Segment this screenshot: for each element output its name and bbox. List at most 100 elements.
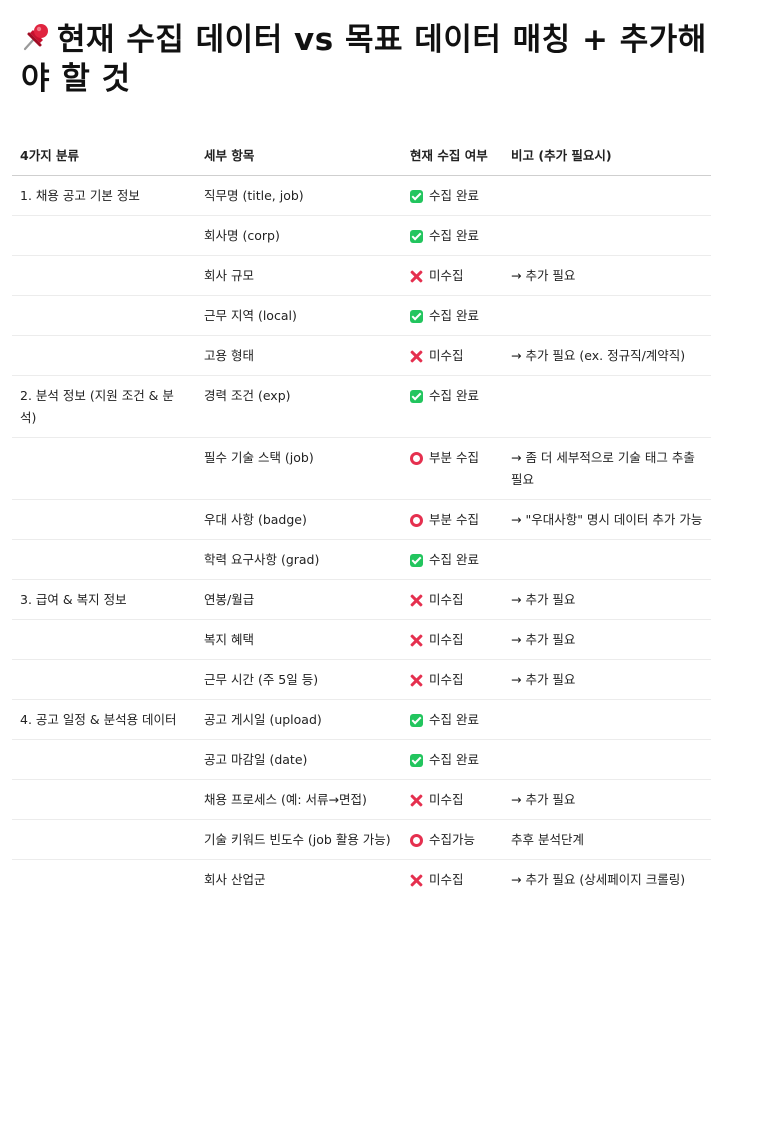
cell-item: 회사 규모 [196,255,402,296]
hollow-circle-icon [410,452,423,465]
status-indicator: 미수집 [410,629,495,651]
status-indicator: 미수집 [410,869,495,891]
cell-status: 미수집 [402,335,503,376]
cell-note: → "우대사항" 명시 데이터 추가 가능 [503,499,711,540]
status-indicator: 수집 완료 [410,225,495,247]
table-row: 2. 분석 정보 (지원 조건 & 분석) 경력 조건 (exp) 수집 완료 [12,375,711,438]
cell-status: 수집 완료 [402,539,503,580]
cell-category [12,779,196,820]
hollow-circle-icon [410,834,423,847]
status-indicator: 수집 완료 [410,185,495,207]
cell-note: → 좀 더 세부적으로 기술 태그 추출 필요 [503,437,711,500]
cell-status: 부분 수집 [402,437,503,500]
cell-category [12,739,196,780]
cell-status: 미수집 [402,659,503,700]
status-indicator: 부분 수집 [410,447,495,469]
check-mark-icon [410,190,423,203]
cell-category: 2. 분석 정보 (지원 조건 & 분석) [12,375,196,438]
status-indicator: 수집 완료 [410,305,495,327]
table-row: 복지 혜택 미수집 → 추가 필요 [12,619,711,660]
status-indicator: 미수집 [410,669,495,691]
header-status: 현재 수집 여부 [402,139,503,176]
cell-item: 고용 형태 [196,335,402,376]
pushpin-icon [21,22,51,61]
cell-status: 수집 완료 [402,215,503,256]
cell-status: 미수집 [402,255,503,296]
cell-note: → 추가 필요 [503,255,711,296]
table-row: 고용 형태 미수집 → 추가 필요 (ex. 정규직/계약직) [12,335,711,376]
cell-item: 연봉/월급 [196,579,402,620]
table-row: 회사명 (corp) 수집 완료 [12,215,711,256]
status-indicator: 미수집 [410,265,495,287]
table-row: 회사 산업군 미수집 → 추가 필요 (상세페이지 크롤링) [12,860,711,900]
status-indicator: 미수집 [410,789,495,811]
cell-note: 추후 분석단계 [503,819,711,860]
table-row: 회사 규모 미수집 → 추가 필요 [12,255,711,296]
cell-note [503,739,711,780]
cell-note: → 추가 필요 [503,659,711,700]
page-title-text: 현재 수집 데이터 vs 목표 데이터 매칭 + 추가해야 할 것 [21,22,707,97]
status-text: 미수집 [429,672,464,687]
status-text: 수집 완료 [429,388,479,403]
cross-mark-icon [410,634,423,647]
status-text: 미수집 [429,348,464,363]
cell-category [12,295,196,336]
status-text: 수집가능 [429,832,476,847]
cell-status: 수집 완료 [402,739,503,780]
cell-item: 경력 조건 (exp) [196,375,402,438]
cell-category [12,437,196,500]
status-indicator: 수집 완료 [410,749,495,771]
cell-status: 수집 완료 [402,295,503,336]
check-mark-icon [410,310,423,323]
cell-category: 1. 채용 공고 기본 정보 [12,175,196,216]
cell-status: 수집 완료 [402,175,503,216]
cell-item: 회사 산업군 [204,872,266,887]
table-row: 기술 키워드 빈도수 (job 활용 가능) 수집가능 추후 분석단계 [12,819,711,860]
check-mark-icon [410,714,423,727]
table-row: 채용 프로세스 (예: 서류→면접) 미수집 → 추가 필요 [12,779,711,820]
status-text: 부분 수집 [429,512,479,527]
cell-item: 기술 키워드 빈도수 (job 활용 가능) [196,819,402,860]
cell-status: 수집가능 [402,819,503,860]
cell-item: 회사명 (corp) [196,215,402,256]
cell-note [503,295,711,336]
header-category: 4가지 분류 [12,139,196,176]
cell-category [12,819,196,860]
cell-status: 부분 수집 [402,499,503,540]
status-indicator: 수집가능 [410,829,495,851]
cell-note: → 추가 필요 [503,579,711,620]
cell-category: 4. 공고 일정 & 분석용 데이터 [12,699,196,740]
cell-category [12,499,196,540]
cell-note: → 추가 필요 (ex. 정규직/계약직) [503,335,711,376]
cell-note [503,175,711,216]
cell-category [12,255,196,296]
cell-item: 직무명 (title, job) [196,175,402,216]
cross-mark-icon [410,270,423,283]
cross-mark-icon [410,594,423,607]
cell-note [503,375,711,438]
cross-mark-icon [410,350,423,363]
cell-status: 미수집 [402,860,503,900]
table-row: 우대 사항 (badge) 부분 수집 → "우대사항" 명시 데이터 추가 가능 [12,499,711,540]
cell-status: 미수집 [402,779,503,820]
cell-category [12,539,196,580]
header-item: 세부 항목 [196,139,402,176]
check-mark-icon [410,390,423,403]
cross-mark-icon [410,674,423,687]
cell-category [12,335,196,376]
table-row: 3. 급여 & 복지 정보 연봉/월급 미수집 → 추가 필요 [12,579,711,620]
cross-mark-icon [410,874,423,887]
table-row: 1. 채용 공고 기본 정보 직무명 (title, job) 수집 완료 [12,175,711,216]
cell-category [12,659,196,700]
cell-item: 필수 기술 스택 (job) [196,437,402,500]
cell-item: 근무 지역 (local) [196,295,402,336]
cell-item: 공고 게시일 (upload) [196,699,402,740]
status-indicator: 수집 완료 [410,549,495,571]
table-row: 학력 요구사항 (grad) 수집 완료 [12,539,711,580]
cell-note: → 추가 필요 [503,619,711,660]
status-text: 수집 완료 [429,308,479,323]
table-row: 4. 공고 일정 & 분석용 데이터 공고 게시일 (upload) 수집 완료 [12,699,711,740]
cell-status: 미수집 [402,619,503,660]
check-mark-icon [410,554,423,567]
cell-status: 수집 완료 [402,375,503,438]
